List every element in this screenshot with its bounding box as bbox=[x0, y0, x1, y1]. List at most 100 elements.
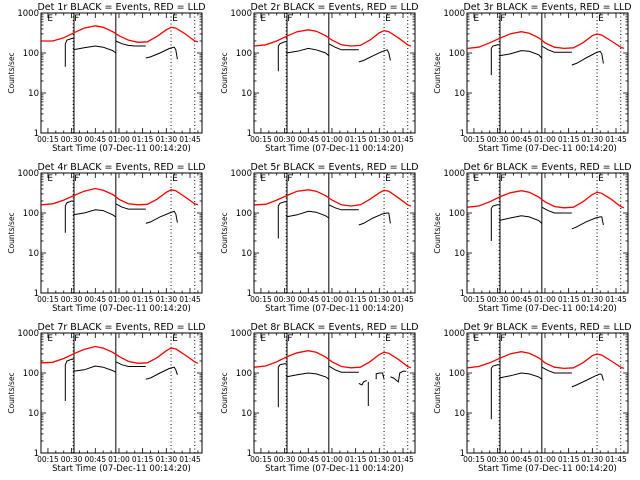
y-tick-label: 100 bbox=[236, 49, 252, 59]
marker-label: E bbox=[598, 334, 604, 344]
y-tick-label: 1000 bbox=[17, 329, 39, 339]
y-tick-label: 10 bbox=[28, 249, 39, 259]
events-series-line bbox=[277, 41, 287, 72]
chart-svg: Det 4r BLACK = Events, RED = LLD 1 10 100 10… bbox=[7, 162, 206, 314]
chart-panel-8: Det 8r BLACK = Events, RED = LLD 1 10 100 10… bbox=[213, 320, 426, 480]
events-series-line bbox=[571, 50, 604, 66]
events-series-line bbox=[390, 370, 407, 383]
x-tick-label: 01:45 bbox=[605, 135, 627, 144]
events-series-line bbox=[115, 361, 146, 367]
y-tick-label: 1 bbox=[247, 289, 252, 299]
panel-title: Det 3r BLACK = Events, RED = LLD bbox=[463, 2, 631, 13]
chart-svg: Det 7r BLACK = Events, RED = LLD 1 10 100 10… bbox=[7, 322, 206, 474]
x-tick-label: 00:45 bbox=[297, 135, 319, 144]
x-tick-label: 00:15 bbox=[250, 135, 272, 144]
x-tick-label: 01:15 bbox=[132, 295, 154, 304]
x-tick-label: 01:45 bbox=[392, 295, 414, 304]
events-series-line bbox=[328, 204, 359, 211]
marker-label: E bbox=[47, 334, 53, 344]
x-tick-label: 00:15 bbox=[250, 455, 272, 464]
events-series-line bbox=[490, 44, 500, 76]
chart-panel-2: Det 2r BLACK = Events, RED = LLD 1 10 100 10… bbox=[213, 0, 426, 160]
x-tick-label: 00:15 bbox=[250, 295, 272, 304]
x-axis-label: Start Time (07-Dec-11 00:14:20) bbox=[478, 144, 617, 154]
chart-panel-1: Det 1r BLACK = Events, RED = LLD 1 10 100 10… bbox=[0, 0, 213, 160]
x-tick-label: 00:15 bbox=[37, 135, 59, 144]
y-tick-label: 1 bbox=[460, 449, 465, 459]
chart-panel-9: Det 9r BLACK = Events, RED = LLD 1 10 100 10… bbox=[426, 320, 639, 480]
y-tick-label: 10 bbox=[454, 409, 465, 419]
y-axis-label: Counts/sec bbox=[7, 212, 16, 253]
x-tick-label: 01:15 bbox=[345, 135, 367, 144]
events-series-line bbox=[64, 358, 74, 401]
y-tick-label: 1000 bbox=[230, 329, 252, 339]
plot-frame bbox=[40, 12, 203, 134]
plot-frame bbox=[40, 332, 203, 454]
marker-label: F bbox=[500, 334, 505, 344]
y-tick-label: 10 bbox=[454, 89, 465, 99]
y-tick-label: 1000 bbox=[443, 169, 465, 179]
plot-frame bbox=[40, 172, 203, 294]
plot-frame bbox=[466, 332, 629, 454]
marker-label: E bbox=[473, 14, 479, 24]
x-tick-label: 01:45 bbox=[179, 455, 201, 464]
events-series-line bbox=[490, 364, 500, 420]
y-axis-label: Counts/sec bbox=[433, 212, 442, 253]
chart-panel-3: Det 3r BLACK = Events, RED = LLD 1 10 100 10… bbox=[426, 0, 639, 160]
events-series-line bbox=[73, 45, 117, 54]
lld-series-line bbox=[41, 187, 199, 206]
events-series-line bbox=[358, 380, 367, 386]
y-tick-label: 100 bbox=[449, 369, 465, 379]
lld-series-line bbox=[467, 351, 625, 370]
x-tick-label: 00:30 bbox=[487, 295, 509, 304]
marker-label: E bbox=[385, 14, 391, 24]
chart-panel-7: Det 7r BLACK = Events, RED = LLD 1 10 100 10… bbox=[0, 320, 213, 480]
marker-label: E bbox=[47, 174, 53, 184]
y-tick-label: 100 bbox=[23, 209, 39, 219]
x-tick-label: 01:15 bbox=[558, 455, 580, 464]
events-series-line bbox=[541, 206, 572, 214]
chart-panel-4: Det 4r BLACK = Events, RED = LLD 1 10 100 10… bbox=[0, 160, 213, 320]
events-series-line bbox=[375, 372, 385, 380]
events-series-line bbox=[145, 210, 178, 224]
events-series-line bbox=[358, 212, 391, 226]
x-tick-label: 00:45 bbox=[84, 135, 106, 144]
events-series-line bbox=[328, 365, 359, 373]
events-series-line bbox=[499, 215, 543, 224]
x-tick-label: 01:45 bbox=[179, 295, 201, 304]
x-tick-label: 01:45 bbox=[179, 135, 201, 144]
events-series-line bbox=[571, 216, 604, 230]
events-series-line bbox=[145, 366, 178, 380]
x-tick-label: 01:30 bbox=[582, 295, 604, 304]
lld-series-line bbox=[254, 350, 412, 369]
marker-label: E bbox=[598, 174, 604, 184]
y-axis-label: Counts/sec bbox=[220, 372, 229, 413]
events-series-line bbox=[286, 47, 330, 57]
events-series-line bbox=[571, 373, 604, 388]
y-tick-label: 10 bbox=[241, 409, 252, 419]
marker-label: F bbox=[500, 174, 505, 184]
x-axis-label: Start Time (07-Dec-11 00:14:20) bbox=[478, 464, 617, 474]
panel-title: Det 2r BLACK = Events, RED = LLD bbox=[250, 2, 418, 13]
x-axis-label: Start Time (07-Dec-11 00:14:20) bbox=[52, 304, 191, 314]
x-tick-label: 01:45 bbox=[392, 135, 414, 144]
chart-svg: Det 6r BLACK = Events, RED = LLD 1 10 100 10… bbox=[433, 162, 632, 314]
marker-label: F bbox=[287, 174, 292, 184]
x-axis-label: Start Time (07-Dec-11 00:14:20) bbox=[265, 464, 404, 474]
x-tick-label: 01:45 bbox=[605, 295, 627, 304]
lld-series-line bbox=[254, 189, 412, 207]
plot-frame bbox=[253, 172, 416, 294]
events-series-line bbox=[73, 209, 117, 218]
marker-label: E bbox=[385, 174, 391, 184]
x-tick-label: 01:00 bbox=[321, 135, 343, 144]
y-tick-label: 100 bbox=[236, 369, 252, 379]
x-tick-label: 01:00 bbox=[108, 135, 130, 144]
y-tick-label: 1000 bbox=[17, 169, 39, 179]
x-tick-label: 01:30 bbox=[369, 295, 391, 304]
x-axis-label: Start Time (07-Dec-11 00:14:20) bbox=[478, 304, 617, 314]
x-tick-label: 00:45 bbox=[510, 135, 532, 144]
y-axis-label: Counts/sec bbox=[220, 52, 229, 93]
marker-label: F bbox=[287, 14, 292, 24]
x-tick-label: 00:15 bbox=[37, 455, 59, 464]
events-series-line bbox=[64, 38, 74, 67]
